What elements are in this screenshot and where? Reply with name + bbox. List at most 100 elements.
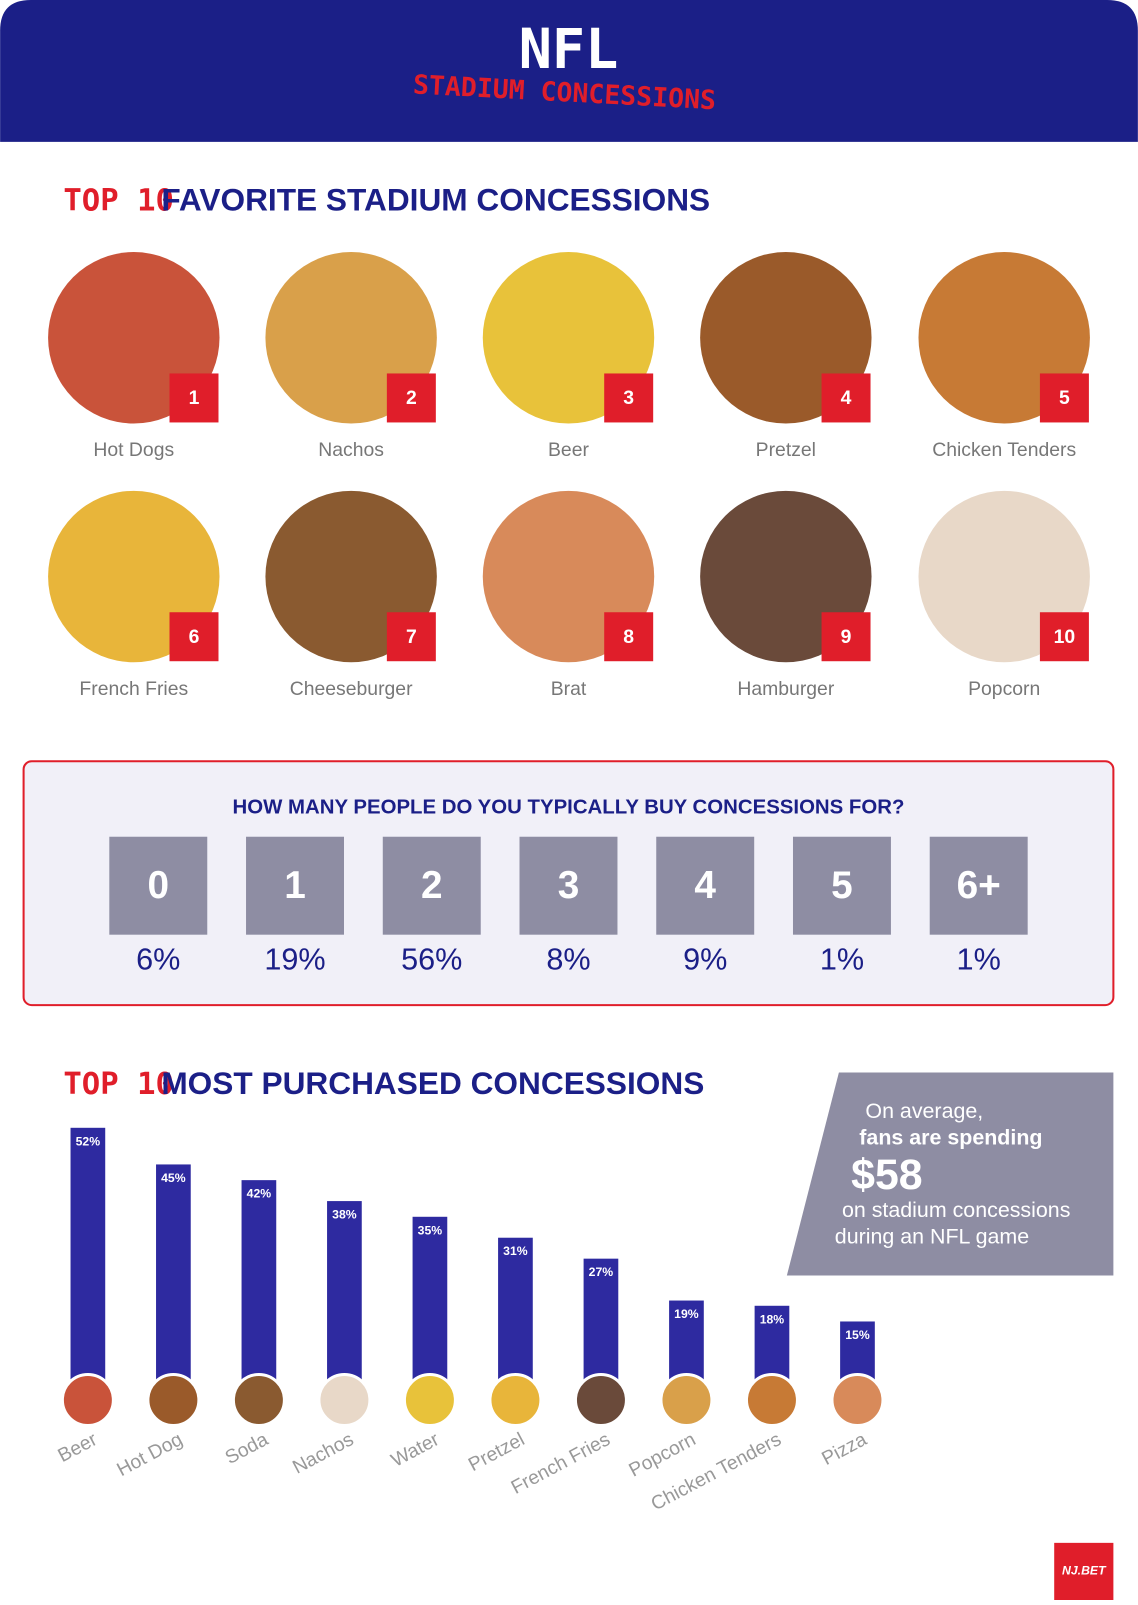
value-label: 45% bbox=[161, 1171, 186, 1185]
food-icon bbox=[573, 1372, 628, 1428]
header-bar bbox=[0, 0, 1138, 142]
value-label: 15% bbox=[845, 1328, 870, 1342]
rank-number: 9 bbox=[841, 626, 852, 648]
bar bbox=[327, 1201, 362, 1400]
rank-number: 2 bbox=[406, 387, 417, 409]
food-name: Popcorn bbox=[968, 678, 1040, 700]
logo: NJ.BET bbox=[1062, 1564, 1107, 1578]
food-name: Chicken Tenders bbox=[932, 439, 1076, 461]
option-share: 1% bbox=[820, 942, 864, 976]
food-icon bbox=[488, 1372, 543, 1428]
option-label: 2 bbox=[421, 864, 443, 907]
option-label: 4 bbox=[694, 864, 716, 907]
rank-number: 5 bbox=[1059, 387, 1070, 409]
option-share: 56% bbox=[401, 942, 462, 976]
food-name: Pretzel bbox=[756, 439, 816, 461]
rank-number: 8 bbox=[623, 626, 634, 648]
rank-number: 3 bbox=[623, 387, 634, 409]
option-share: 8% bbox=[546, 942, 590, 976]
rank-number: 10 bbox=[1054, 626, 1076, 648]
rank-number: 1 bbox=[189, 387, 200, 409]
food-name: Hamburger bbox=[737, 678, 834, 700]
callout-text: On average, bbox=[865, 1099, 983, 1123]
option-label: 3 bbox=[558, 864, 580, 907]
rank-badge bbox=[821, 373, 871, 423]
callout-box bbox=[786, 1072, 1114, 1276]
value-label: 18% bbox=[760, 1312, 785, 1326]
value-label: 31% bbox=[503, 1244, 528, 1258]
option-box bbox=[792, 836, 891, 935]
x-tick-label: Water bbox=[388, 1428, 444, 1472]
food-icon bbox=[659, 1372, 714, 1428]
option-share: 19% bbox=[264, 942, 325, 976]
rank-badge bbox=[169, 373, 219, 423]
option-label: 0 bbox=[148, 864, 170, 907]
callout-text: on stadium concessions bbox=[842, 1198, 1070, 1222]
option-label: 1 bbox=[284, 864, 306, 907]
option-share: 1% bbox=[957, 942, 1001, 976]
x-tick-label: Hot Dog bbox=[113, 1428, 186, 1481]
option-share: 6% bbox=[136, 942, 180, 976]
option-box bbox=[656, 836, 755, 935]
callout-text: during an NFL game bbox=[835, 1224, 1029, 1248]
logo-box bbox=[1054, 1542, 1114, 1600]
bar bbox=[412, 1216, 448, 1400]
option-box bbox=[109, 836, 208, 935]
food-icon bbox=[60, 1372, 115, 1428]
food-name: Cheeseburger bbox=[290, 678, 413, 700]
section-title: FAVORITE STADIUM CONCESSIONS bbox=[161, 181, 710, 217]
food-name: French Fries bbox=[79, 678, 188, 700]
rank-badge bbox=[386, 612, 436, 662]
food-name: Nachos bbox=[318, 439, 384, 461]
option-label: 5 bbox=[831, 864, 853, 907]
callout-text: fans are spending bbox=[859, 1125, 1042, 1149]
value-label: 52% bbox=[76, 1134, 101, 1148]
rank-badge bbox=[169, 612, 219, 662]
x-tick-label: Pretzel bbox=[465, 1428, 529, 1476]
option-box bbox=[519, 836, 618, 935]
value-label: 35% bbox=[418, 1223, 443, 1237]
bar bbox=[241, 1180, 277, 1400]
rank-badge bbox=[604, 373, 654, 423]
rank-badge bbox=[604, 612, 654, 662]
food-icon bbox=[231, 1372, 286, 1428]
rank-badge bbox=[821, 612, 871, 662]
option-box bbox=[246, 836, 344, 935]
x-tick-label: Nachos bbox=[289, 1428, 357, 1478]
x-tick-label: Soda bbox=[222, 1428, 272, 1469]
food-icon bbox=[830, 1372, 885, 1428]
food-name: Beer bbox=[548, 439, 589, 461]
header-title: NFL bbox=[519, 17, 619, 81]
rank-number: 4 bbox=[841, 387, 852, 409]
rank-badge bbox=[386, 373, 436, 423]
bar bbox=[156, 1164, 191, 1400]
value-label: 19% bbox=[674, 1307, 699, 1321]
survey-question: HOW MANY PEOPLE DO YOU TYPICALLY BUY CON… bbox=[233, 797, 905, 819]
value-label: 38% bbox=[332, 1208, 357, 1222]
rank-badge bbox=[1039, 373, 1089, 423]
food-name: Brat bbox=[551, 678, 587, 700]
rank-badge bbox=[1039, 612, 1089, 662]
value-label: 27% bbox=[589, 1265, 614, 1279]
food-icon bbox=[146, 1372, 201, 1428]
rank-number: 7 bbox=[406, 626, 417, 648]
food-icon bbox=[744, 1372, 800, 1428]
section-tag: TOP 10 bbox=[63, 1067, 174, 1102]
section-title: MOST PURCHASED CONCESSIONS bbox=[161, 1065, 704, 1101]
rank-number: 6 bbox=[189, 626, 200, 648]
option-box bbox=[382, 836, 481, 935]
value-label: 42% bbox=[247, 1187, 272, 1201]
option-share: 9% bbox=[683, 942, 727, 976]
bar bbox=[70, 1127, 106, 1400]
option-label: 6+ bbox=[957, 864, 1001, 907]
food-icon bbox=[317, 1372, 372, 1428]
option-box bbox=[929, 836, 1028, 935]
section-tag: TOP 10 bbox=[63, 184, 174, 219]
food-icon bbox=[402, 1372, 457, 1428]
x-tick-label: Beer bbox=[54, 1428, 101, 1467]
callout-amount: $58 bbox=[851, 1151, 922, 1199]
bar bbox=[498, 1237, 533, 1400]
food-name: Hot Dogs bbox=[93, 439, 174, 461]
x-tick-label: Pizza bbox=[818, 1428, 870, 1470]
